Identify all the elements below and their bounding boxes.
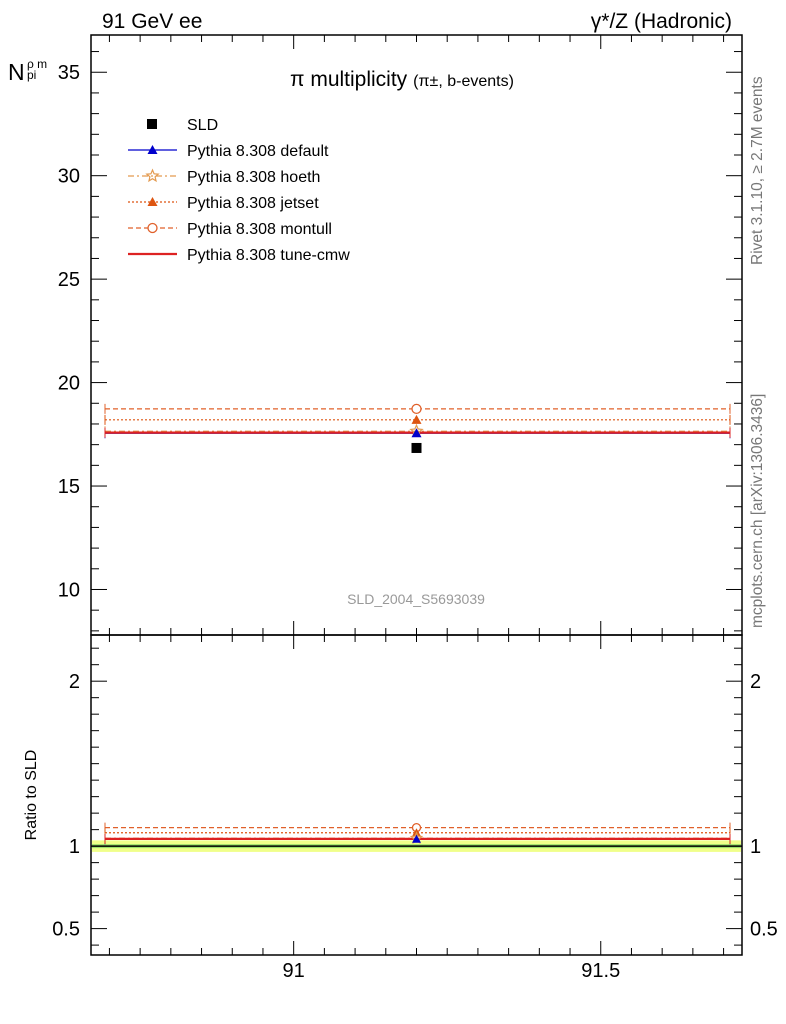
top-ylabel-main: N	[8, 59, 25, 85]
data-marker	[147, 119, 157, 129]
legend-entry: Pythia 8.308 montull	[128, 221, 332, 238]
series-marker	[145, 168, 160, 183]
series-marker	[412, 834, 421, 843]
series-marker	[411, 428, 422, 438]
x-tick-label: 91.5	[581, 960, 620, 982]
legend: SLD Pythia 8.308 default Pythia 8.308 hoet…	[128, 117, 350, 264]
legend-entry: Pythia 8.308 tune-cmw	[128, 247, 350, 264]
header-left: 91 GeV ee	[102, 10, 202, 33]
top-y-tick-label: 20	[58, 373, 80, 395]
series-marker	[147, 222, 158, 234]
chart-title-sub: (π±, b-events)	[413, 73, 514, 90]
ratio-y-tick-label: 2	[69, 671, 80, 693]
ratio-y-tick-label-right: 2	[750, 671, 761, 693]
mcplots-label: mcplots.cern.ch [arXiv:1306.3436]	[749, 394, 766, 628]
series-marker	[147, 145, 158, 154]
header-right: γ*/Z (Hadronic)	[591, 10, 732, 33]
legend-label: Pythia 8.308 hoeth	[187, 169, 320, 186]
top-ylabel-sub2: ρ m	[27, 57, 47, 71]
ratio-y-tick-label-right: 0.5	[750, 919, 778, 941]
legend-entry: Pythia 8.308 default	[128, 143, 329, 160]
top-y-tick-label: 30	[58, 166, 80, 188]
data-marker	[411, 442, 422, 453]
top-ylabel-sub: pi	[27, 68, 36, 82]
series-marker	[411, 403, 422, 415]
legend-label: Pythia 8.308 default	[187, 143, 329, 160]
rivet-label: Rivet 3.1.10, ≥ 2.7M events	[749, 76, 766, 265]
legend-entry: Pythia 8.308 hoeth	[128, 168, 320, 186]
series-marker	[147, 197, 158, 206]
x-tick-label: 91	[283, 960, 305, 982]
legend-entry: Pythia 8.308 jetset	[128, 195, 319, 212]
legend-label: Pythia 8.308 jetset	[187, 195, 319, 212]
ratio-y-tick-label: 1	[69, 836, 80, 858]
top-y-tick-label: 10	[58, 579, 80, 601]
legend-label: Pythia 8.308 tune-cmw	[187, 247, 350, 264]
legend-entry-data: SLD	[147, 117, 218, 134]
top-panel: 10 15 20 25 30 35	[58, 34, 743, 636]
legend-label: SLD	[187, 117, 218, 134]
series-marker	[411, 414, 422, 424]
ratio-y-tick-label: 0.5	[52, 919, 80, 941]
ratio-panel-frame	[90, 634, 743, 956]
ratio-y-tick-label-right: 1	[750, 836, 761, 858]
top-y-tick-label: 15	[58, 476, 80, 498]
top-ylabel: N ρ m pi	[8, 57, 47, 85]
top-y-tick-label: 35	[58, 62, 80, 84]
chart-title-main: π multiplicity	[290, 68, 408, 91]
ratio-panel: 91 91.5 0.5 0.5 1 1 2 2	[52, 634, 778, 982]
analysis-watermark: SLD_2004_S5693039	[347, 591, 485, 607]
ratio-ylabel: Ratio to SLD	[23, 750, 40, 841]
chart-title: π multiplicity (π±, b-events)	[290, 68, 514, 91]
legend-label: Pythia 8.308 montull	[187, 221, 332, 238]
top-y-tick-label: 25	[58, 269, 80, 291]
